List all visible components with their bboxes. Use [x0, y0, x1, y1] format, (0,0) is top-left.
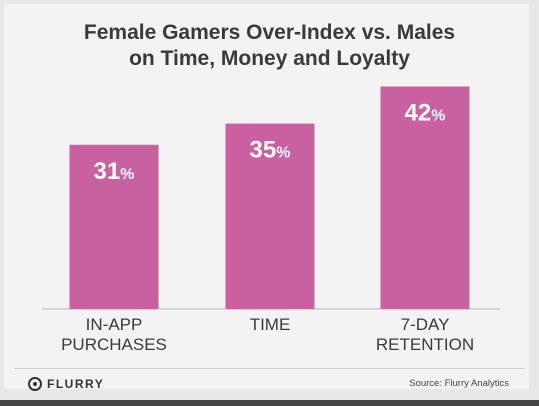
- category-label-2-line-1: RETENTION: [376, 335, 474, 354]
- bar-0: [69, 144, 159, 309]
- bar-value-label-0: 31%: [94, 158, 135, 185]
- bar-1: [225, 123, 315, 310]
- category-label-1-line-0: TIME: [250, 315, 291, 334]
- flurry-logo: FLURRY: [28, 377, 104, 391]
- category-label-0-line-1: PURCHASES: [61, 335, 167, 354]
- footer-divider: [14, 368, 525, 369]
- chart-title: Female Gamers Over-Index vs. Males on Ti…: [0, 20, 539, 72]
- bar-2: [380, 86, 470, 309]
- footer: FLURRY Source: Flurry Analytics: [0, 368, 539, 406]
- bar-value-label-1: 35%: [250, 137, 291, 164]
- brand-name: FLURRY: [47, 377, 105, 391]
- bottom-edge: [0, 400, 539, 406]
- source-note: Source: Flurry Analytics: [409, 378, 509, 389]
- title-line-1: Female Gamers Over-Index vs. Males: [83, 21, 456, 44]
- bar-value-label-2: 42%: [405, 99, 446, 126]
- category-label-0-line-0: IN-APP: [86, 315, 143, 334]
- flurry-logo-icon: [28, 377, 42, 391]
- category-label-2-line-0: 7-DAY: [401, 315, 450, 334]
- title-line-2: on Time, Money and Loyalty: [129, 47, 410, 70]
